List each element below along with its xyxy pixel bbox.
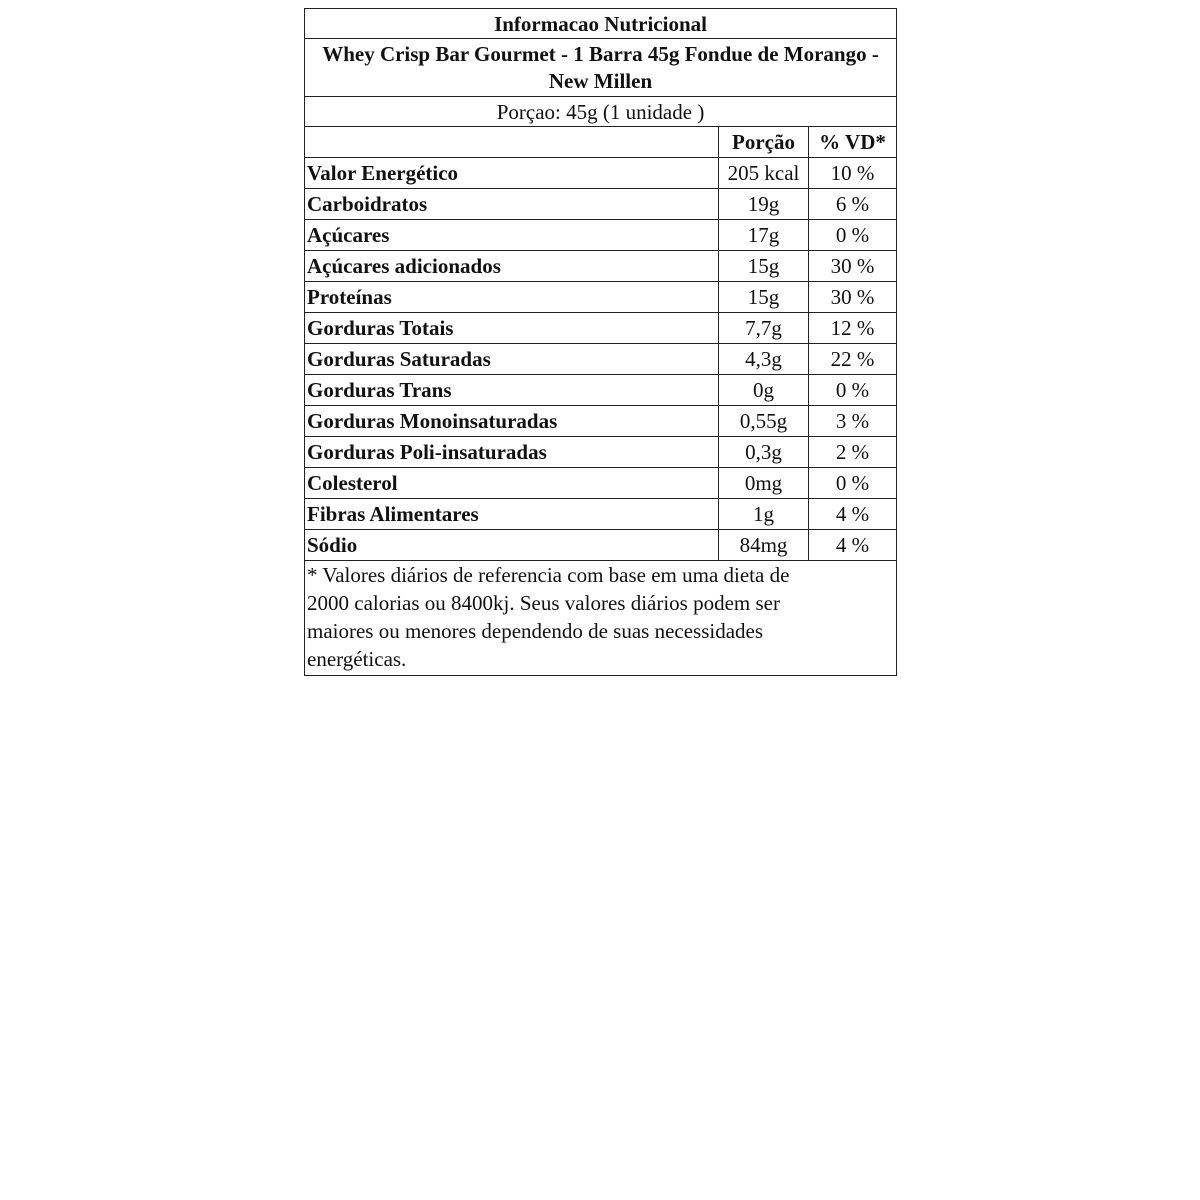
nutrient-name: Proteínas bbox=[304, 281, 719, 313]
nutrient-name: Açúcares bbox=[304, 219, 719, 251]
table-row: Gorduras Saturadas 4,3g 22 % bbox=[304, 343, 898, 375]
nutrient-name: Fibras Alimentares bbox=[304, 498, 719, 530]
dv-value: 6 % bbox=[807, 188, 898, 220]
nutrient-name: Açúcares adicionados bbox=[304, 250, 719, 282]
table-row: Gorduras Poli-insaturadas 0,3g 2 % bbox=[304, 436, 898, 468]
table-title: Informacao Nutricional bbox=[303, 8, 898, 39]
nutrient-name: Valor Energético bbox=[304, 157, 719, 189]
dv-value: 2 % bbox=[807, 436, 898, 468]
header-portion: Porção bbox=[718, 126, 809, 158]
table-row: Colesterol 0mg 0 % bbox=[304, 467, 898, 499]
nutrient-name: Sódio bbox=[304, 529, 719, 561]
nutrient-name: Gorduras Monoinsaturadas bbox=[304, 405, 719, 437]
dv-value: 10 % bbox=[807, 157, 898, 189]
footnote-line: maiores ou menores dependendo de suas ne… bbox=[307, 619, 764, 643]
table-row: Fibras Alimentares 1g 4 % bbox=[304, 498, 898, 530]
portion-value: 0,55g bbox=[718, 405, 809, 437]
nutrition-table: Informacao Nutricional Whey Crisp Bar Go… bbox=[303, 8, 898, 676]
portion-value: 84mg bbox=[718, 529, 809, 561]
dv-value: 12 % bbox=[807, 312, 898, 344]
dv-value: 0 % bbox=[807, 374, 898, 406]
table-row: Gorduras Trans 0g 0 % bbox=[304, 374, 898, 406]
nutrient-name: Gorduras Poli-insaturadas bbox=[304, 436, 719, 468]
footnote: * Valores diários de referencia com base… bbox=[303, 560, 898, 676]
footnote-line: 2000 calorias ou 8400kj. Seus valores di… bbox=[307, 591, 780, 615]
product-name: Whey Crisp Bar Gourmet - 1 Barra 45g Fon… bbox=[303, 38, 898, 97]
portion-value: 7,7g bbox=[718, 312, 809, 344]
header-row: Porção % VD* bbox=[304, 126, 898, 158]
dv-value: 0 % bbox=[807, 467, 898, 499]
table-row: Açúcares adicionados 15g 30 % bbox=[304, 250, 898, 282]
nutrient-name: Carboidratos bbox=[304, 188, 719, 220]
table-row: Carboidratos 19g 6 % bbox=[304, 188, 898, 220]
dv-value: 0 % bbox=[807, 219, 898, 251]
dv-value: 4 % bbox=[807, 498, 898, 530]
portion-value: 4,3g bbox=[718, 343, 809, 375]
nutrient-name: Gorduras Trans bbox=[304, 374, 719, 406]
table-row: Sódio 84mg 4 % bbox=[304, 529, 898, 561]
nutrient-name: Gorduras Saturadas bbox=[304, 343, 719, 375]
dv-value: 30 % bbox=[807, 281, 898, 313]
table-row: Gorduras Totais 7,7g 12 % bbox=[304, 312, 898, 344]
portion-value: 0,3g bbox=[718, 436, 809, 468]
portion-value: 1g bbox=[718, 498, 809, 530]
portion-value: 0g bbox=[718, 374, 809, 406]
table-row: Proteínas 15g 30 % bbox=[304, 281, 898, 313]
portion-value: 205 kcal bbox=[718, 157, 809, 189]
dv-value: 3 % bbox=[807, 405, 898, 437]
portion-value: 15g bbox=[718, 281, 809, 313]
dv-value: 22 % bbox=[807, 343, 898, 375]
table-row: Gorduras Monoinsaturadas 0,55g 3 % bbox=[304, 405, 898, 437]
header-empty bbox=[304, 126, 719, 158]
table-row: Açúcares 17g 0 % bbox=[304, 219, 898, 251]
dv-value: 30 % bbox=[807, 250, 898, 282]
nutrient-name: Colesterol bbox=[304, 467, 719, 499]
portion-value: 19g bbox=[718, 188, 809, 220]
footnote-line: energéticas. bbox=[307, 647, 407, 671]
table-row: Valor Energético 205 kcal 10 % bbox=[304, 157, 898, 189]
serving-size: Porçao: 45g (1 unidade ) bbox=[303, 96, 898, 127]
header-dv: % VD* bbox=[807, 126, 898, 158]
portion-value: 0mg bbox=[718, 467, 809, 499]
portion-value: 15g bbox=[718, 250, 809, 282]
footnote-line: * Valores diários de referencia com base… bbox=[307, 563, 790, 587]
dv-value: 4 % bbox=[807, 529, 898, 561]
portion-value: 17g bbox=[718, 219, 809, 251]
nutrient-name: Gorduras Totais bbox=[304, 312, 719, 344]
